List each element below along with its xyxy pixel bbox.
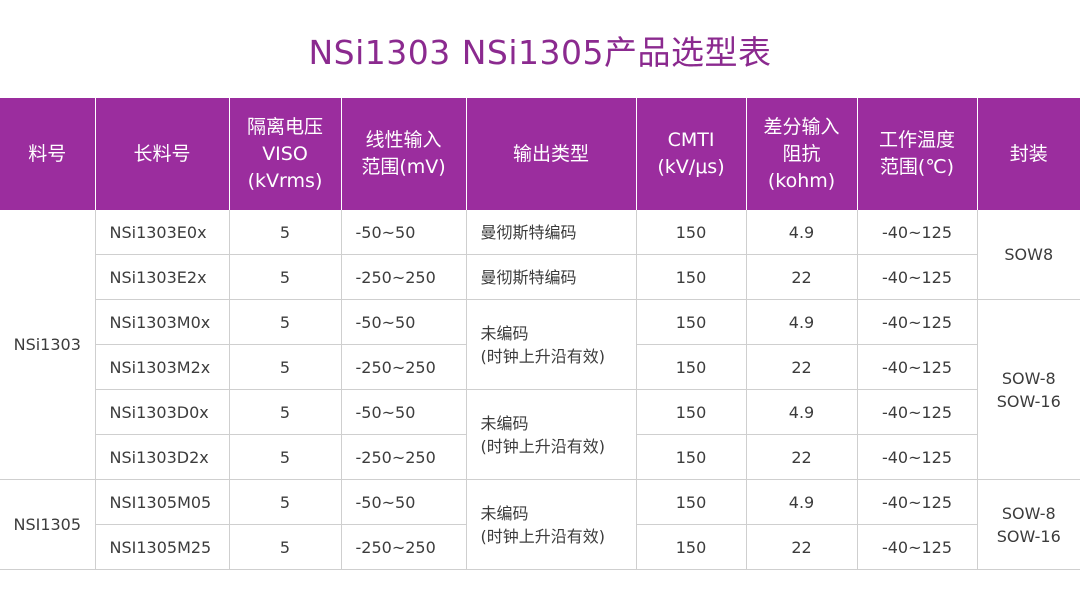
- header-output-type: 输出类型: [465, 98, 637, 210]
- temp-cell: -40~125: [856, 299, 978, 345]
- cmti-cell: 150: [635, 344, 747, 390]
- package-cell: SOW-8 SOW-16: [976, 479, 1080, 570]
- header-isolation-voltage: 隔离电压 VISO (kVrms): [228, 98, 342, 210]
- table-row: NSI1305 NSI1305M05 5 -50~50 未编码 (时钟上升沿有效)…: [0, 479, 1080, 570]
- long-part-cell: NSi1303E2x: [95, 254, 230, 300]
- output-type-cell: 未编码 (时钟上升沿有效): [465, 479, 637, 570]
- package-cell: SOW-8 SOW-16: [976, 299, 1080, 480]
- viso-cell: 5: [228, 479, 342, 525]
- product-selection-table: 料号 长料号 隔离电压 VISO (kVrms) 线性输入 范围(mV) 输出类型 C…: [0, 98, 1080, 570]
- cmti-cell: 150: [635, 210, 747, 255]
- output-type-cell: 曼彻斯特编码: [465, 254, 637, 300]
- viso-cell: 5: [228, 344, 342, 390]
- long-part-cell: NSi1303D2x: [95, 434, 230, 480]
- package-cell: SOW8: [976, 210, 1080, 300]
- range-cell: -250~250: [340, 524, 467, 570]
- viso-cell: 5: [228, 389, 342, 435]
- header-long-part-no: 长料号: [94, 98, 230, 210]
- cmti-cell: 150: [635, 254, 747, 300]
- range-cell: -250~250: [340, 344, 467, 390]
- cmti-cell: 150: [635, 479, 747, 525]
- header-cmti: CMTI (kV/μs): [635, 98, 747, 210]
- header-package: 封装: [976, 98, 1080, 210]
- header-linear-input-range: 线性输入 范围(mV): [340, 98, 467, 210]
- temp-cell: -40~125: [856, 434, 977, 480]
- viso-cell: 5: [228, 434, 342, 480]
- range-cell: -50~50: [340, 299, 467, 345]
- header-operating-temp: 工作温度 范围(℃): [856, 98, 978, 210]
- long-part-cell: NSi1303E0x: [94, 210, 230, 255]
- cmti-cell: 150: [635, 524, 747, 570]
- impedance-cell: 22: [745, 254, 858, 300]
- impedance-cell: 4.9: [745, 479, 858, 525]
- family-cell: NSi1303: [0, 210, 96, 480]
- table-row: NSi1303D2x 5 -250~250 150 22 -40~125: [0, 434, 1080, 480]
- cmti-cell: 150: [635, 434, 747, 480]
- range-cell: -50~50: [340, 479, 467, 525]
- family-cell: NSI1305: [0, 479, 96, 570]
- viso-cell: 5: [228, 524, 342, 570]
- header-row: 料号 长料号 隔离电压 VISO (kVrms) 线性输入 范围(mV) 输出类型 C…: [0, 98, 1080, 210]
- temp-cell: -40~125: [856, 344, 977, 390]
- temp-cell: -40~125: [856, 524, 977, 570]
- temp-cell: -40~125: [856, 389, 977, 435]
- viso-cell: 5: [228, 210, 342, 255]
- impedance-cell: 22: [745, 524, 858, 570]
- long-part-cell: NSi1303M2x: [95, 344, 230, 390]
- temp-cell: -40~125: [856, 479, 978, 525]
- impedance-cell: 22: [745, 434, 858, 480]
- viso-cell: 5: [228, 299, 342, 345]
- temp-cell: -40~125: [856, 210, 978, 255]
- long-part-cell: NSi1303D0x: [95, 389, 230, 435]
- output-type-cell: 曼彻斯特编码: [465, 210, 637, 255]
- cmti-cell: 150: [635, 389, 747, 435]
- table-row: NSi1303M0x 5 -50~50 未编码 (时钟上升沿有效) 150 4.9…: [0, 299, 1080, 480]
- output-type-cell: 未编码 (时钟上升沿有效): [465, 389, 637, 480]
- range-cell: -250~250: [340, 434, 467, 480]
- header-part-no: 料号: [0, 98, 96, 210]
- header-diff-input-impedance: 差分输入 阻抗 (kohm): [745, 98, 858, 210]
- impedance-cell: 22: [745, 344, 858, 390]
- table-row: NSi1303E2x 5 -250~250 曼彻斯特编码 150 22 -40~…: [0, 254, 1080, 300]
- range-cell: -50~50: [340, 389, 467, 435]
- output-type-cell: 未编码 (时钟上升沿有效): [465, 299, 637, 390]
- cmti-cell: 150: [635, 299, 747, 345]
- range-cell: -250~250: [340, 254, 467, 300]
- viso-cell: 5: [228, 254, 342, 300]
- range-cell: -50~50: [340, 210, 467, 255]
- impedance-cell: 4.9: [745, 389, 858, 435]
- table-row: NSI1305M25 5 -250~250 150 22 -40~125: [0, 524, 1080, 570]
- table-row: NSi1303 NSi1303E0x 5 -50~50 曼彻斯特编码 150 4…: [0, 210, 1080, 480]
- long-part-cell: NSI1305M25: [95, 524, 230, 570]
- long-part-cell: NSi1303M0x: [95, 299, 230, 345]
- impedance-cell: 4.9: [745, 210, 858, 255]
- temp-cell: -40~125: [856, 254, 977, 300]
- long-part-cell: NSI1305M05: [94, 479, 230, 525]
- table-row: NSi1303D0x 5 -50~50 未编码 (时钟上升沿有效) 150 4.9…: [0, 389, 1080, 480]
- impedance-cell: 4.9: [745, 299, 858, 345]
- page-title: NSi1303 NSi1305产品选型表: [308, 33, 772, 72]
